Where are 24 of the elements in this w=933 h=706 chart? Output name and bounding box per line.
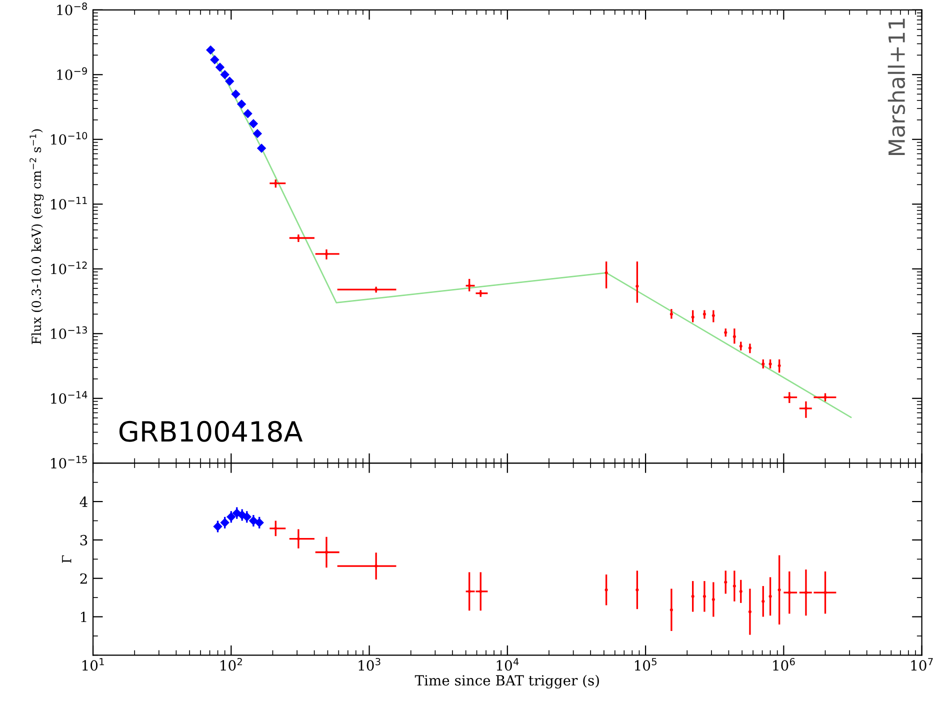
y-tick-label: 4 [80,496,88,507]
y-tick-label: 10$^{−11}$ [51,196,87,210]
y-tick-label: 10$^{−10}$ [51,132,88,145]
y-tick-label: 10$^{−8}$ [57,2,87,16]
x-axis-title: Time since BAT trigger (s) [414,674,599,688]
x-tick-label: 10$^{6}$ [773,658,795,671]
x-tick-label: 10$^{7}$ [911,658,933,671]
y-tick-label: 2 [80,573,87,584]
y-tick-label: 3 [80,534,88,546]
y-tick-label: 10$^{−14}$ [51,391,88,404]
x-tick-label: 10$^{4}$ [496,658,519,671]
annotation: Marshall+11 [888,18,906,155]
x-tick-label: 10$^{3}$ [358,658,380,671]
x-tick-label: 10$^{1}$ [82,658,104,671]
y-axis-title: Flux (0.3-10.0 keV) (erg cm$^{−2}$ s$^{−1}$) [30,129,44,344]
y-tick-label: 1 [81,612,86,622]
x-tick-label: 10$^{5}$ [635,658,656,671]
y-tick-label: 10$^{−15}$ [51,456,87,469]
y-tick-label: 10$^{−12}$ [51,262,87,274]
y-axis-title: Γ [62,555,72,563]
y-tick-label: 10$^{−13}$ [51,326,87,340]
annotation: GRB100418A [119,420,303,442]
y-tick-label: 10$^{−9}$ [57,67,87,80]
x-tick-label: 10$^{2}$ [220,658,242,671]
